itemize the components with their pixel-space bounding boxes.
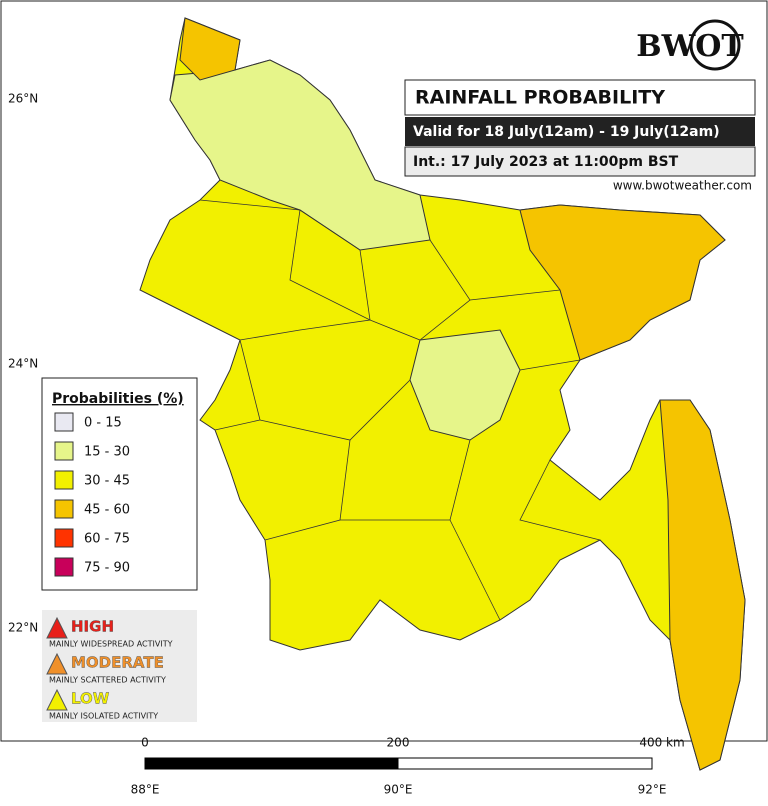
legend-label: 30 - 45 xyxy=(84,474,130,489)
risk-description: MAINLY WIDESPREAD ACTIVITY xyxy=(49,640,173,649)
longitude-label: 90°E xyxy=(384,783,413,797)
latitude-label: 24°N xyxy=(8,357,38,371)
risk-description: MAINLY ISOLATED ACTIVITY xyxy=(49,712,158,721)
legend-label: 0 - 15 xyxy=(84,416,122,431)
risk-level: HIGH xyxy=(71,618,114,636)
region-low xyxy=(409,329,521,441)
legend-swatch xyxy=(54,412,74,432)
risk-description: MAINLY SCATTERED ACTIVITY xyxy=(49,676,166,685)
logo-ring xyxy=(689,19,741,71)
logo: BWOT xyxy=(636,29,744,64)
region-moderate xyxy=(659,399,746,771)
title-box xyxy=(404,79,756,116)
legend-label: 15 - 30 xyxy=(84,445,130,460)
legend-swatch xyxy=(54,470,74,490)
map-frame xyxy=(0,0,768,742)
latitude-label: 22°N xyxy=(8,621,38,635)
longitude-label: 88°E xyxy=(131,783,160,797)
website: www.bwotweather.com xyxy=(613,179,752,193)
legend-label: 60 - 75 xyxy=(84,532,130,547)
risk-level: MODERATE xyxy=(71,654,164,672)
risk-level: LOW xyxy=(71,690,110,708)
scale-label: 200 xyxy=(387,736,410,750)
scale-bar xyxy=(144,757,399,770)
risk-icon xyxy=(46,616,68,639)
longitude-label: 92°E xyxy=(638,783,667,797)
scale-label: 0 xyxy=(141,736,149,750)
risk-box xyxy=(42,610,197,722)
validity: Valid for 18 July(12am) - 19 July(12am) xyxy=(413,124,720,140)
legend-swatch xyxy=(54,557,74,577)
region-moderate xyxy=(179,17,241,81)
legend-swatch xyxy=(54,499,74,519)
issued: Int.: 17 July 2023 at 11:00pm BST xyxy=(413,154,679,170)
scale-bar xyxy=(397,757,653,770)
legend-label: 45 - 60 xyxy=(84,503,130,518)
latitude-label: 26°N xyxy=(8,92,38,106)
risk-icon xyxy=(46,688,68,711)
legend-swatch xyxy=(54,441,74,461)
legend-swatch xyxy=(54,528,74,548)
legend-label: 75 - 90 xyxy=(84,561,130,576)
legend-title: Probabilities (%) xyxy=(52,391,184,407)
validity-box xyxy=(405,117,755,146)
risk-icon xyxy=(46,652,68,675)
issued-box xyxy=(404,146,756,177)
title: RAINFALL PROBABILITY xyxy=(415,87,665,109)
district-borders xyxy=(199,199,601,621)
scale-label: 400 km xyxy=(639,736,684,750)
